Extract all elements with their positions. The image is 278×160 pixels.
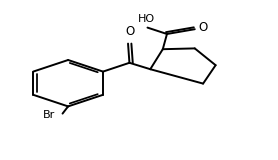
Text: Br: Br: [43, 110, 56, 120]
Text: O: O: [125, 25, 134, 39]
Text: HO: HO: [138, 14, 155, 24]
Text: O: O: [198, 21, 208, 34]
